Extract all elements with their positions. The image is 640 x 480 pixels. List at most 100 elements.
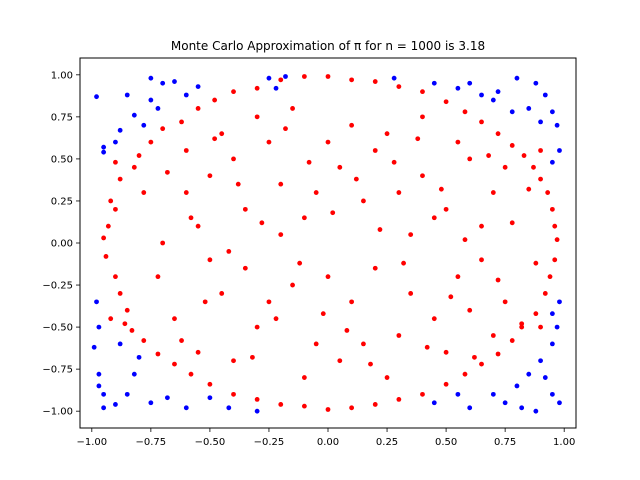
scatter-point <box>219 291 225 296</box>
scatter-point <box>531 164 536 170</box>
scatter-point <box>514 75 520 81</box>
scatter-point <box>231 89 236 95</box>
scatter-point <box>148 75 154 81</box>
scatter-point <box>455 139 461 145</box>
scatter-point <box>226 405 232 411</box>
y-tick-label: 0.75 <box>51 112 73 123</box>
scatter-point <box>526 106 532 111</box>
scatter-point <box>519 405 525 411</box>
scatter-point <box>207 395 213 401</box>
scatter-point <box>172 361 177 367</box>
x-tick-label: 1.00 <box>553 437 575 448</box>
scatter-point <box>533 408 539 414</box>
scatter-point <box>273 316 279 322</box>
scatter-point <box>538 148 543 153</box>
scatter-point <box>202 299 208 305</box>
y-tick-label: −1.00 <box>42 407 73 418</box>
scatter-point <box>479 361 484 367</box>
scatter-point <box>467 156 473 162</box>
scatter-point <box>306 159 312 165</box>
scatter-point <box>101 405 107 411</box>
scatter-point <box>290 106 295 111</box>
scatter-point <box>549 341 555 347</box>
scatter-point <box>408 232 414 237</box>
scatter-point <box>141 338 147 343</box>
scatter-point <box>195 84 201 89</box>
y-axis: −1.00 −0.75 −0.50 −0.25 0.00 0.25 0.50 0.75 1.00 <box>42 70 80 418</box>
scatter-point <box>495 131 501 137</box>
scatter-point <box>278 181 284 187</box>
scatter-point <box>462 371 468 377</box>
scatter-point <box>160 126 166 132</box>
scatter-point <box>113 274 118 280</box>
scatter-point <box>538 324 543 330</box>
scatter-point <box>94 299 99 305</box>
points-layer <box>91 74 562 414</box>
scatter-point <box>479 92 484 98</box>
scatter-point <box>136 153 142 158</box>
scatter-point <box>254 85 260 91</box>
scatter-point <box>495 277 501 283</box>
x-tick-label: −1.00 <box>76 437 107 448</box>
scatter-point <box>547 274 553 280</box>
scatter-point <box>301 375 307 380</box>
scatter-point <box>472 354 477 360</box>
y-tick-label: 0.00 <box>51 239 73 250</box>
scatter-point <box>113 139 118 145</box>
scatter-point <box>526 186 532 192</box>
scatter-point <box>122 321 128 327</box>
scatter-point <box>396 333 402 338</box>
scatter-point <box>521 153 527 158</box>
scatter-point <box>108 316 114 322</box>
scatter-point <box>254 397 260 402</box>
scatter-point <box>349 405 355 411</box>
scatter-point <box>490 190 496 195</box>
scatter-point <box>349 299 355 305</box>
scatter-point <box>124 92 130 98</box>
scatter-point <box>552 223 558 229</box>
scatter-point <box>538 119 543 125</box>
scatter-point <box>467 405 473 411</box>
scatter-point <box>502 164 508 170</box>
scatter-point <box>283 126 288 132</box>
chart-title: Monte Carlo Approximation of π for n = 1… <box>171 39 485 53</box>
scatter-point <box>155 106 161 111</box>
scatter-point <box>254 114 260 120</box>
scatter-point <box>219 131 225 137</box>
x-tick-label: 0.00 <box>317 437 339 448</box>
scatter-point <box>431 215 437 221</box>
scatter-point <box>443 381 449 387</box>
scatter-point <box>424 344 430 350</box>
scatter-point <box>557 400 562 406</box>
scatter-point <box>509 109 515 115</box>
scatter-point <box>148 139 154 145</box>
scatter-point <box>301 403 307 409</box>
scatter-point <box>455 274 461 280</box>
scatter-point <box>131 112 137 118</box>
scatter-point <box>549 206 555 212</box>
scatter-point <box>431 316 437 322</box>
scatter-point <box>490 97 496 103</box>
scatter-point <box>136 354 142 360</box>
scatter-point <box>148 97 154 103</box>
scatter-point <box>542 291 548 296</box>
scatter-point <box>160 80 166 86</box>
scatter-point <box>443 99 449 105</box>
scatter-point <box>179 338 184 343</box>
scatter-point <box>396 84 402 89</box>
scatter-point <box>509 143 515 148</box>
scatter-point <box>283 74 288 79</box>
scatter-point <box>117 176 123 182</box>
scatter-point <box>368 361 373 367</box>
scatter-point <box>250 354 255 360</box>
scatter-point <box>195 106 201 111</box>
scatter-point <box>443 349 449 355</box>
scatter-point <box>443 206 449 212</box>
scatter-point <box>148 400 154 406</box>
scatter-point <box>96 371 102 377</box>
scatter-point <box>188 371 194 377</box>
scatter-point <box>396 190 402 195</box>
scatter-point <box>420 173 425 179</box>
scatter-point <box>349 122 355 128</box>
